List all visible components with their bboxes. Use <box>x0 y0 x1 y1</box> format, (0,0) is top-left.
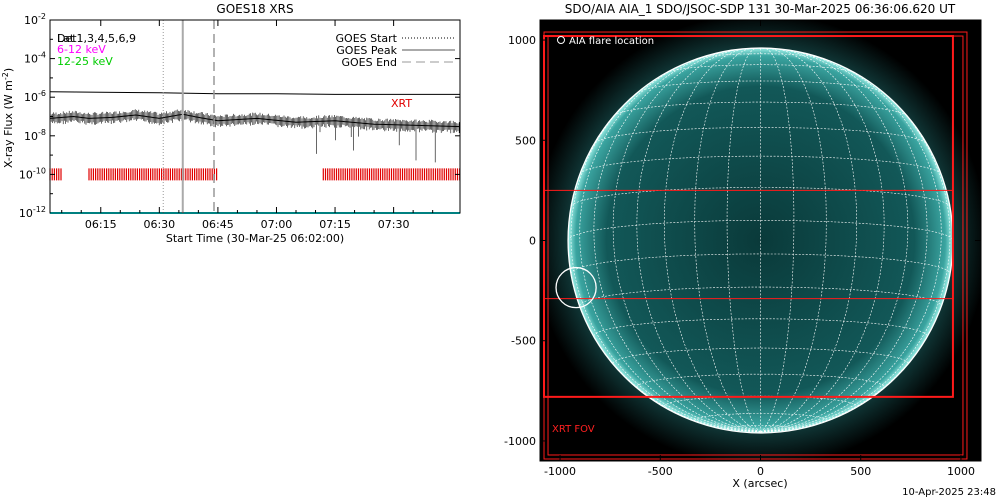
img-x-tick-label: 500 <box>850 465 871 478</box>
lc-x-tick-label: 07:30 <box>378 218 410 231</box>
goes-lightcurve: GOES18 XRS 10-2 10-4 10-6 10-8 10-10 10-12 06… <box>1 2 461 245</box>
grid-line <box>570 77 761 433</box>
grid-line <box>760 50 928 433</box>
grid-line <box>594 127 927 144</box>
img-x-tick-label: 1000 <box>947 465 975 478</box>
grid-line <box>694 48 761 433</box>
grid-line <box>664 395 857 407</box>
legend-goes-end: GOES End <box>341 56 397 69</box>
legend-det: Det1,3,4,5,6,9 <box>57 32 136 45</box>
lc-title: GOES18 XRS <box>216 2 293 16</box>
lc-series-0 <box>49 91 460 95</box>
lc-y-label: X-ray Flux (W m-2) <box>1 68 15 168</box>
lc-series-noise <box>49 109 460 163</box>
lc-y-axis: 10-2 10-4 10-6 10-8 10-10 10-12 <box>19 12 460 220</box>
grid-line <box>636 373 885 388</box>
heliographic-grid <box>567 47 954 434</box>
xrt-coverage <box>49 168 461 181</box>
aia-image-panel: SDO/AIA AIA_1 SDO/JSOC-SDP 131 30-Mar-20… <box>504 2 982 490</box>
grid-line <box>760 48 827 433</box>
grid-line <box>760 77 951 433</box>
lc-x-axis: 06:15 06:30 06:45 07:00 07:15 07:30 <box>61 20 434 231</box>
img-title: SDO/AIA AIA_1 SDO/JSOC-SDP 131 30-Mar-20… <box>565 2 956 16</box>
lc-y-tick-label: 10-10 <box>19 166 46 181</box>
xrt-fov-label: XRT FOV <box>552 424 595 435</box>
xrt-fov-boxes <box>543 31 968 460</box>
goes-time-markers <box>162 20 215 213</box>
legend-12-25kev: 12-25 keV <box>57 55 113 68</box>
xrt-segment <box>322 168 461 181</box>
grid-line <box>760 48 885 433</box>
flare-location-circle <box>555 266 597 309</box>
lc-x-tick-label: 07:15 <box>319 218 351 231</box>
flare-legend-label: AIA flare location <box>569 36 654 47</box>
grid-line <box>636 48 761 433</box>
img-y-tick-label: -1000 <box>504 435 536 448</box>
grid-line <box>760 48 858 433</box>
grid-line <box>666 64 855 73</box>
lc-x-tick-label: 07:00 <box>261 218 293 231</box>
fov-box <box>543 189 954 300</box>
lc-y-tick-label: 10-6 <box>24 89 46 104</box>
img-y-tick-label: 1000 <box>508 34 536 47</box>
grid-line <box>726 48 761 433</box>
img-x-tick-label: -1000 <box>544 465 576 478</box>
lc-x-tick-label: 06:15 <box>85 218 117 231</box>
lc-x-tick-label: 06:30 <box>143 218 175 231</box>
solar-disk <box>568 48 953 433</box>
grid-line <box>612 347 909 364</box>
lc-y-tick-label: 10-2 <box>24 12 46 27</box>
lc-y-tick-label: 10-12 <box>19 205 46 220</box>
grid-line <box>593 50 761 433</box>
lc-y-tick-label: 10-8 <box>24 128 46 143</box>
xrt-label: XRT <box>391 97 412 110</box>
footer-timestamp: 10-Apr-2025 23:48 <box>902 487 996 498</box>
img-axes: -1000 -500 0 500 1000 1000 500 0 -500 -1000 <box>504 20 981 478</box>
img-x-label: X (arcsec) <box>732 477 787 490</box>
flare-legend-marker <box>557 36 565 44</box>
lc-x-label: Start Time (30-Mar-25 06:02:00) <box>166 232 344 245</box>
xrt-segment <box>88 168 218 181</box>
lc-x-tick-label: 06:45 <box>202 218 234 231</box>
legend-goes-start: GOES Start <box>336 32 398 45</box>
img-y-tick-label: 500 <box>515 134 536 147</box>
legend-goes-peak: GOES Peak <box>336 44 397 57</box>
img-x-tick-label: 0 <box>757 465 764 478</box>
grid-line <box>663 48 761 433</box>
legend-det-overlay: Lat <box>57 32 75 45</box>
img-x-tick-label: -500 <box>648 465 673 478</box>
lc-y-tick-label: 10-4 <box>24 51 46 66</box>
grid-line <box>760 48 795 433</box>
img-y-tick-label: 0 <box>529 235 536 248</box>
legend-6-12kev: 6-12 keV <box>57 43 106 56</box>
img-y-tick-label: -500 <box>511 335 536 348</box>
grid-line <box>579 155 942 175</box>
